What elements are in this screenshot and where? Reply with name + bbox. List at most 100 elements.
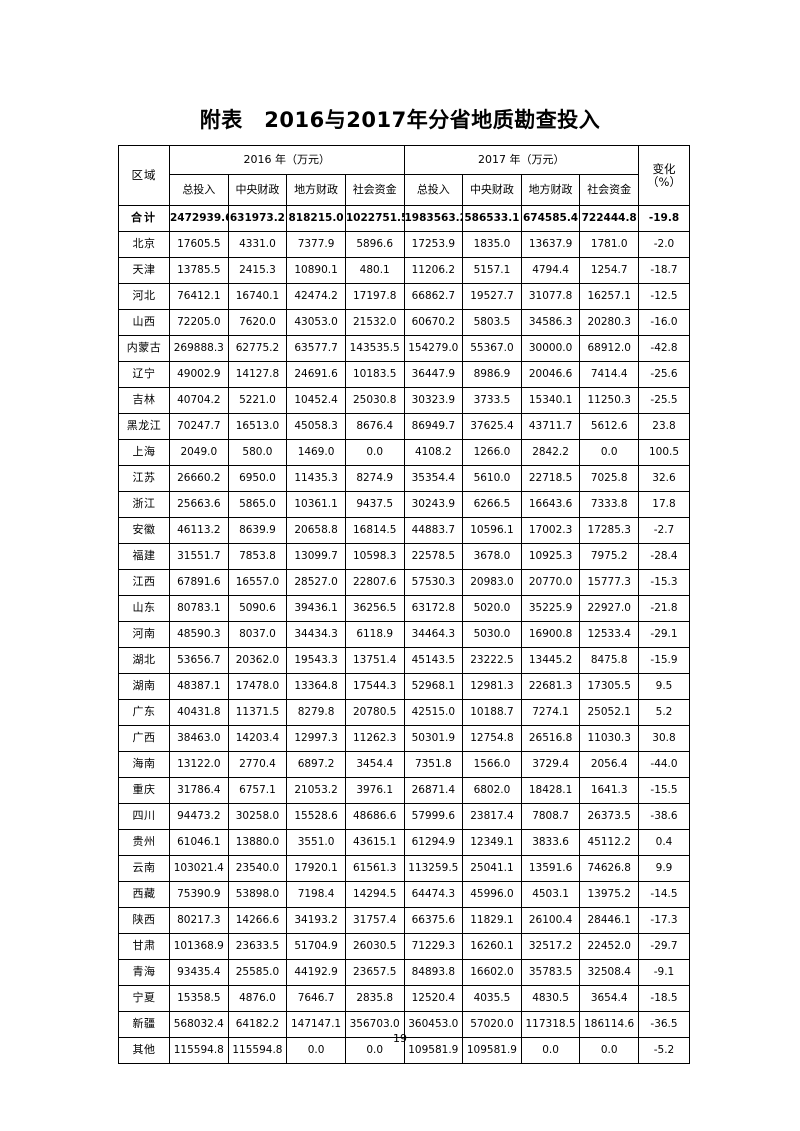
cell-2016-local: 10452.4: [286, 387, 346, 414]
cell-2017-central: 4035.5: [462, 985, 522, 1012]
cell-2017-local: 3729.4: [520, 751, 581, 778]
cell-2016-social: 48686.6: [344, 803, 405, 830]
cell-region: 海南: [118, 751, 170, 778]
cell-2016-local: 7377.9: [286, 231, 346, 258]
cell-2017-social: 0.0: [579, 439, 639, 466]
table-row: 重庆 31786.4 6757.1 21053.2 3976.1 26871.4 6802.…: [118, 777, 690, 804]
cell-2016-local: 34193.2: [286, 907, 346, 934]
cell-region: 合计: [118, 205, 170, 232]
header-group-2016: 2016 年（万元）: [169, 145, 405, 175]
cell-2016-total: 80783.1: [169, 595, 229, 622]
cell-2017-local: 26100.4: [520, 907, 581, 934]
cell-region: 湖南: [118, 673, 170, 700]
table-row: 湖北 53656.7 20362.0 19543.3 13751.4 45143.5 232…: [118, 647, 690, 674]
cell-2017-local: 22718.5: [520, 465, 581, 492]
cell-2017-central: 1266.0: [462, 439, 522, 466]
cell-2016-total: 93435.4: [169, 959, 229, 986]
cell-2017-central: 12981.3: [462, 673, 522, 700]
cell-2017-central: 11829.1: [462, 907, 522, 934]
cell-2017-local: 4830.5: [520, 985, 581, 1012]
cell-change: -2.7: [638, 517, 690, 544]
cell-region: 甘肃: [118, 933, 170, 960]
table-row: 贵州 61046.1 13880.0 3551.0 43615.1 61294.9 1234…: [118, 829, 690, 856]
cell-2016-total: 115594.8: [169, 1037, 229, 1064]
cell-2016-social: 21532.0: [344, 309, 405, 336]
cell-2017-local: 7808.7: [520, 803, 581, 830]
cell-2017-central: 23817.4: [462, 803, 522, 830]
cell-2017-local: 35783.5: [520, 959, 581, 986]
cell-change: -19.8: [638, 205, 690, 232]
cell-2017-total: 36447.9: [403, 361, 464, 388]
cell-2017-social: 16257.1: [579, 283, 639, 310]
cell-2017-total: 66375.6: [403, 907, 464, 934]
cell-2016-local: 1469.0: [286, 439, 346, 466]
cell-2017-local: 16900.8: [520, 621, 581, 648]
table-row: 四川 94473.2 30258.0 15528.6 48686.6 57999.6 238…: [118, 803, 690, 830]
cell-change: 100.5: [638, 439, 690, 466]
cell-2016-central: 16740.1: [227, 283, 288, 310]
cell-2016-central: 5090.6: [227, 595, 288, 622]
cell-region: 河北: [118, 283, 170, 310]
header-2017-total: 总投入: [403, 174, 464, 206]
cell-2016-local: 0.0: [286, 1037, 346, 1064]
cell-2016-central: 53898.0: [227, 881, 288, 908]
cell-2017-local: 10925.3: [520, 543, 581, 570]
cell-2016-total: 80217.3: [169, 907, 229, 934]
cell-2016-social: 25030.8: [344, 387, 405, 414]
cell-2016-local: 7646.7: [286, 985, 346, 1012]
cell-2017-social: 25052.1: [579, 699, 639, 726]
cell-region: 广西: [118, 725, 170, 752]
header-group-2017: 2017 年（万元）: [403, 145, 639, 175]
cell-2016-total: 40431.8: [169, 699, 229, 726]
cell-2017-total: 7351.8: [403, 751, 464, 778]
cell-2016-local: 6897.2: [286, 751, 346, 778]
cell-2017-total: 360453.0: [403, 1011, 464, 1038]
cell-2017-local: 20046.6: [520, 361, 581, 388]
table-row: 新疆 568032.4 64182.2 147147.1 356703.0 360453.…: [118, 1011, 690, 1038]
cell-2017-total: 86949.7: [403, 413, 464, 440]
cell-2016-central: 16557.0: [227, 569, 288, 596]
cell-2016-social: 9437.5: [344, 491, 405, 518]
cell-2016-total: 76412.1: [169, 283, 229, 310]
geological-investment-table: 区域 2016 年（万元） 2017 年（万元） 变化 （%） 总投入 中央财政…: [118, 145, 690, 1064]
table-row: 河南 48590.3 8037.0 34434.3 6118.9 34464.3 5030.…: [118, 621, 690, 648]
cell-2016-social: 20780.5: [344, 699, 405, 726]
cell-2017-central: 10188.7: [462, 699, 522, 726]
cell-2017-central: 12754.8: [462, 725, 522, 752]
cell-region: 四川: [118, 803, 170, 830]
cell-2017-total: 63172.8: [403, 595, 464, 622]
cell-2016-central: 8037.0: [227, 621, 288, 648]
cell-change: 30.8: [638, 725, 690, 752]
cell-2016-social: 2835.8: [344, 985, 405, 1012]
cell-2017-central: 10596.1: [462, 517, 522, 544]
cell-2017-local: 4794.4: [520, 257, 581, 284]
cell-2016-central: 6950.0: [227, 465, 288, 492]
cell-2017-central: 25041.1: [462, 855, 522, 882]
cell-2016-social: 8676.4: [344, 413, 405, 440]
table-row: 宁夏 15358.5 4876.0 7646.7 2835.8 12520.4 4035.5…: [118, 985, 690, 1012]
cell-region: 重庆: [118, 777, 170, 804]
cell-2017-total: 66862.7: [403, 283, 464, 310]
cell-region: 青海: [118, 959, 170, 986]
cell-2016-local: 7198.4: [286, 881, 346, 908]
cell-2017-central: 6266.5: [462, 491, 522, 518]
cell-2017-central: 20983.0: [462, 569, 522, 596]
cell-region: 安徽: [118, 517, 170, 544]
cell-2017-local: 43711.7: [520, 413, 581, 440]
cell-2017-total: 61294.9: [403, 829, 464, 856]
cell-2016-total: 15358.5: [169, 985, 229, 1012]
cell-2016-central: 7853.8: [227, 543, 288, 570]
cell-2016-total: 103021.4: [169, 855, 229, 882]
cell-2017-total: 109581.9: [403, 1037, 464, 1064]
header-row-groups: 区域 2016 年（万元） 2017 年（万元） 变化 （%）: [118, 145, 690, 206]
cell-2017-local: 13637.9: [520, 231, 581, 258]
cell-2016-central: 62775.2: [227, 335, 288, 362]
cell-2016-total: 17605.5: [169, 231, 229, 258]
cell-change: 17.8: [638, 491, 690, 518]
cell-2017-social: 28446.1: [579, 907, 639, 934]
cell-change: 9.9: [638, 855, 690, 882]
cell-2017-local: 17002.3: [520, 517, 581, 544]
table-row: 广西 38463.0 14203.4 12997.3 11262.3 50301.9 127…: [118, 725, 690, 752]
cell-2017-central: 1835.0: [462, 231, 522, 258]
cell-2017-total: 60670.2: [403, 309, 464, 336]
